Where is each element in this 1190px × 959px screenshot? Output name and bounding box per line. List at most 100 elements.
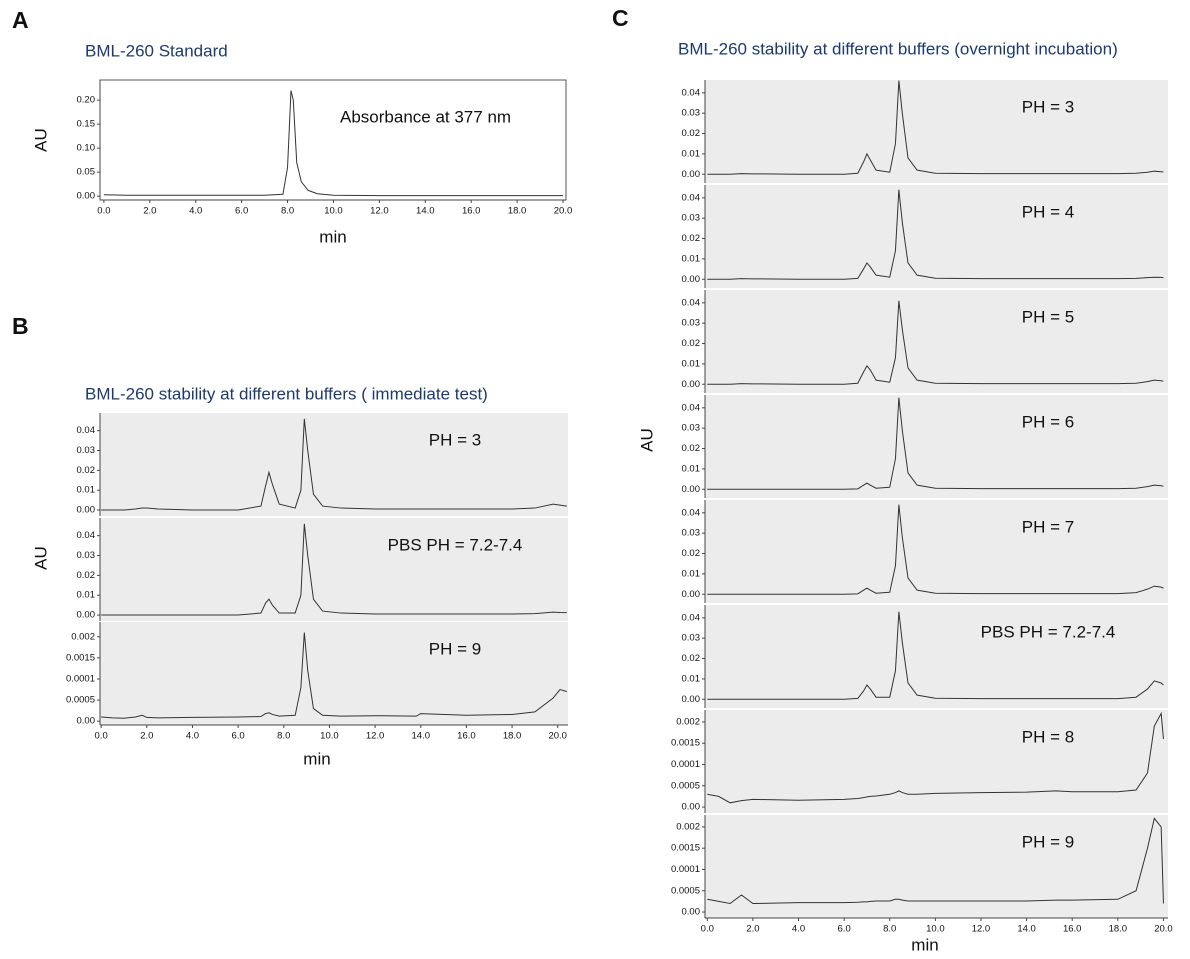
x-tick-label: 6.0 [838,924,851,935]
y-tick-label: 0.03 [682,423,701,434]
y-tick-label: 0.03 [682,213,701,224]
y-tick-label: 0.02 [77,465,96,476]
y-tick-label: 0.002 [71,631,95,642]
x-tick-label: 0.0 [701,924,714,935]
y-tick-label: 0.03 [77,550,96,561]
x-tick-label: 10.0 [324,206,343,217]
x-axis-label: min [911,935,938,954]
y-tick-label: 0.02 [682,443,701,454]
x-tick-label: 12.0 [972,924,991,935]
y-tick-label: 0.04 [77,425,96,436]
y-tick-label: 0.002 [676,716,700,727]
y-tick-label: 0.00 [682,802,701,813]
y-tick-label: 0.03 [682,633,701,644]
y-tick-label: 0.00 [682,274,701,285]
x-tick-label: 14.0 [1017,924,1036,935]
x-tick-label: 20.0 [548,731,567,742]
y-axis-label: AU [31,546,50,570]
y-tick-label: 0.04 [682,297,701,308]
y-tick-label: 0.0005 [671,780,700,791]
trace-line [707,611,1164,700]
x-tick-label: 14.0 [412,731,431,742]
y-tick-label: 0.00 [77,716,96,727]
y-tick-label: 0.20 [77,95,96,106]
y-tick-label: 0.01 [682,253,701,264]
y-tick-label: 0.01 [682,358,701,369]
x-tick-label: 18.0 [503,731,522,742]
x-tick-label: 6.0 [235,206,248,217]
y-tick-label: 0.01 [77,485,96,496]
x-axis-label: min [319,227,346,246]
y-tick-label: 0.01 [682,148,701,159]
x-tick-label: 2.0 [140,731,153,742]
x-tick-label: 18.0 [508,206,527,217]
y-tick-label: 0.03 [682,528,701,539]
annotation: PH = 5 [1022,307,1074,326]
y-axis-label: AU [637,428,656,452]
y-axis-label: AU [31,128,50,152]
y-tick-label: 0.0005 [66,695,95,706]
annotation: PH = 9 [429,639,481,658]
x-tick-label: 16.0 [1063,924,1082,935]
y-tick-label: 0.02 [682,233,701,244]
plot-area [100,413,568,516]
plot-area [705,815,1168,918]
trace-line [707,397,1164,490]
annotation: PH = 6 [1022,412,1074,431]
plot-area [100,518,568,621]
x-tick-label: 4.0 [186,731,199,742]
x-tick-label: 10.0 [320,731,339,742]
y-tick-label: 0.00 [77,505,96,516]
plot-area [705,290,1168,393]
panel-label: A [12,7,29,33]
x-tick-label: 8.0 [277,731,290,742]
x-tick-label: 0.0 [97,206,110,217]
y-tick-label: 0.0015 [671,738,700,749]
x-tick-label: 2.0 [143,206,156,217]
y-tick-label: 0.01 [682,463,701,474]
panel-label: C [612,5,629,31]
annotation: PH = 3 [429,430,481,449]
trace-line [101,632,568,719]
y-tick-label: 0.0005 [671,885,700,896]
x-tick-label: 10.0 [926,924,945,935]
x-tick-label: 6.0 [232,731,245,742]
panel-title: BML-260 Standard [85,41,228,60]
x-tick-label: 2.0 [746,924,759,935]
y-tick-label: 0.04 [682,192,701,203]
trace-line [707,504,1164,595]
y-tick-label: 0.04 [682,402,701,413]
x-tick-label: 0.0 [95,731,108,742]
x-tick-label: 16.0 [462,206,481,217]
y-tick-label: 0.02 [77,570,96,581]
y-tick-label: 0.0001 [671,864,700,875]
plot-area [705,605,1168,708]
y-tick-label: 0.01 [682,568,701,579]
trace-line [707,80,1164,175]
y-tick-label: 0.04 [682,87,701,98]
trace-line [707,817,1164,905]
annotation: PBS PH = 7.2-7.4 [388,535,523,554]
trace-line [707,300,1164,385]
x-tick-label: 12.0 [370,206,389,217]
y-tick-label: 0.0015 [66,652,95,663]
y-tick-label: 0.01 [682,673,701,684]
annotation: PH = 3 [1022,97,1074,116]
x-tick-label: 4.0 [792,924,805,935]
y-tick-label: 0.0001 [66,674,95,685]
y-tick-label: 0.002 [676,821,700,832]
plot-area [705,80,1168,183]
y-tick-label: 0.04 [682,612,701,623]
x-tick-label: 16.0 [457,731,476,742]
y-tick-label: 0.0001 [671,759,700,770]
annotation: PH = 8 [1022,727,1074,746]
plot-area [705,185,1168,288]
x-tick-label: 20.0 [1154,924,1173,935]
annotation: PH = 7 [1022,517,1074,536]
y-tick-label: 0.03 [682,108,701,119]
y-tick-label: 0.04 [77,530,96,541]
x-tick-label: 20.0 [554,206,573,217]
plot-area [705,395,1168,498]
y-tick-label: 0.01 [77,590,96,601]
